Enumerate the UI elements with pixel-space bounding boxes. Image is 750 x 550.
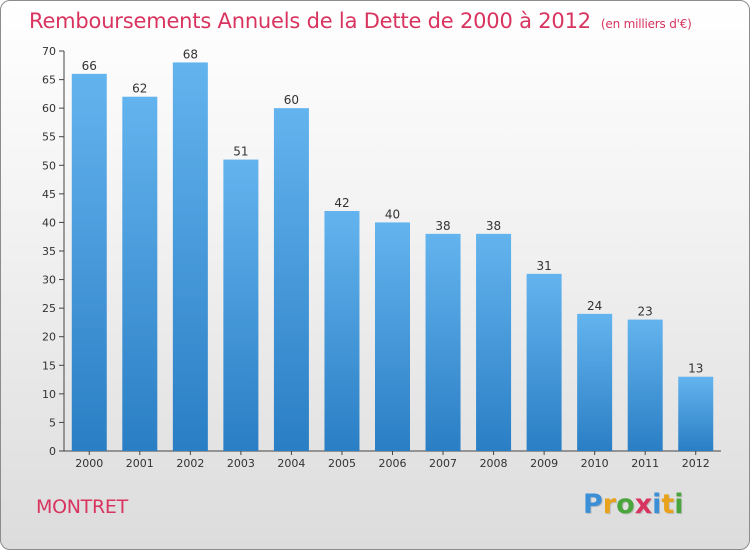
y-tick-label: 25 [42,302,56,315]
bars: 66 62 68 51 60 42 40 38 38 31 24 23 13 [71,47,714,452]
bar [172,62,208,452]
logo-letter: P [583,489,603,520]
x-tick-label: 2002 [176,457,204,470]
data-label: 31 [536,259,551,273]
bar [627,319,663,451]
bar [273,108,309,452]
logo-letter: i [652,489,662,520]
data-label: 38 [435,219,450,233]
data-label: 68 [183,47,198,61]
x-tick-label: 2010 [581,457,609,470]
chart-title: Remboursements Annuels de la Dette de 20… [29,9,692,33]
data-label: 60 [284,93,299,107]
y-tick-label: 20 [42,331,56,344]
x-tick-label: 2006 [379,457,407,470]
data-label: 42 [334,196,349,210]
bar [577,313,613,451]
logo-letter: i [674,489,684,520]
bar [678,376,714,451]
x-tick-label: 2003 [227,457,255,470]
x-tick-label: 2007 [429,457,457,470]
y-tick-label: 65 [42,74,56,87]
bar [375,222,410,451]
data-label: 66 [82,59,97,73]
y-tick-label: 55 [42,131,56,144]
y-tick-label: 45 [42,188,56,201]
chart-subtitle: (en milliers d'€) [600,17,692,31]
y-tick-label: 10 [42,388,56,401]
logo-letter: t [661,489,675,520]
chart-title-text: Remboursements Annuels de la Dette de 20… [29,9,591,33]
bar [526,273,562,451]
data-label: 38 [486,219,501,233]
bar [324,211,360,451]
data-label: 51 [233,145,248,159]
bar [476,233,512,451]
y-tick-label: 15 [42,359,56,372]
data-label: 24 [587,299,602,313]
x-tick-label: 2008 [480,457,508,470]
proxiti-logo[interactable]: Proxiti [583,489,684,520]
bar [223,159,259,452]
x-tick-label: 2004 [277,457,305,470]
y-tick-label: 50 [42,159,56,172]
x-tick-label: 2011 [631,457,659,470]
data-label: 23 [638,305,653,319]
logo-letter: x [634,489,653,520]
y-tick-label: 0 [49,445,56,458]
y-tick-label: 60 [42,102,56,115]
x-tick-label: 2000 [75,457,103,470]
y-tick-label: 35 [42,245,56,258]
x-tick-label: 2009 [530,457,558,470]
x-tick-label: 2005 [328,457,356,470]
y-tick-label: 40 [42,216,56,229]
x-tick-label: 2001 [126,457,154,470]
axes: 0 5 10 15 20 25 30 35 40 45 50 55 60 65 70 2000 2001 2002… [42,45,721,470]
bar [122,96,158,451]
bar [425,233,461,451]
logo-letter: o [616,489,635,520]
data-label: 40 [385,207,400,221]
y-tick-label: 5 [49,416,56,429]
y-tick-label: 30 [42,274,56,287]
logo-letter: r [602,489,617,520]
town-name: MONTRET [36,496,128,518]
bar [71,73,107,451]
y-tick-label: 70 [42,45,56,58]
x-tick-label: 2012 [682,457,710,470]
data-label: 13 [688,362,703,376]
data-label: 62 [132,82,147,96]
